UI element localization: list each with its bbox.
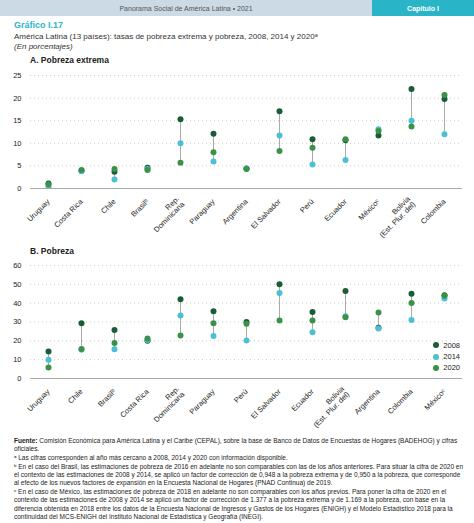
svg-text:25: 25: [13, 70, 21, 79]
html-text:América Latina (13 países): ta: América Latina (13 países): tasas de pob…: [14, 31, 318, 41]
html-text:Panorama Social de América Lat: Panorama Social de América Latina • 2021: [119, 4, 253, 12]
svg-text:10: 10: [13, 138, 21, 147]
svg-text:50: 50: [13, 279, 21, 288]
html-text:2020: 2020: [443, 363, 460, 373]
svg-text:Paraguay: Paraguay: [188, 196, 217, 225]
svg-text:0: 0: [17, 373, 21, 382]
html-text:B. Pobreza: B. Pobreza: [30, 245, 74, 256]
svg-text:Chile: Chile: [99, 197, 117, 215]
svg-text:Rep.Dominicana: Rep.Dominicana: [147, 193, 187, 233]
html-text:ᵃ Las cifras corresponden al a: ᵃ Las cifras corresponden al año más cer…: [14, 453, 288, 461]
svg-text:Rep.Dominicana: Rep.Dominicana: [147, 383, 187, 423]
svg-text:20: 20: [13, 93, 21, 102]
html-text:A. Pobreza extrema: A. Pobreza extrema: [30, 55, 109, 66]
svg-text:60: 60: [13, 260, 21, 269]
svg-text:El Salvador: El Salvador: [249, 386, 283, 420]
svg-text:Chile: Chile: [66, 387, 84, 405]
svg-text:Bolivia(Est. Plur. del): Bolivia(Est. Plur. del): [372, 193, 418, 239]
svg-text:Costa Rica: Costa Rica: [52, 196, 85, 229]
html-text:Capítulo I: Capítulo I: [407, 4, 439, 12]
svg-text:10: 10: [13, 355, 21, 364]
svg-text:Perú: Perú: [232, 387, 250, 405]
html-text:Gráfico I.17: Gráfico I.17: [14, 20, 63, 30]
svg-text:Méxicoᶜ: Méxicoᶜ: [357, 196, 382, 221]
svg-text:Bolivia(Est. Plur. del): Bolivia(Est. Plur. del): [306, 383, 352, 429]
svg-text:40: 40: [13, 298, 21, 307]
svg-text:Ecuador: Ecuador: [322, 196, 348, 222]
svg-text:Colombia: Colombia: [419, 196, 448, 225]
svg-text:0: 0: [17, 183, 21, 192]
svg-text:15: 15: [13, 116, 21, 125]
svg-text:20: 20: [13, 336, 21, 345]
html-text:Fuente: Comisión Económica par: Fuente: Comisión Económica para América …: [14, 436, 458, 452]
svg-text:Argentina: Argentina: [221, 196, 251, 226]
html-text:2014: 2014: [443, 352, 460, 362]
svg-text:5: 5: [17, 161, 21, 170]
svg-text:Brasilᵇ: Brasilᵇ: [129, 196, 151, 218]
svg-text:Colombia: Colombia: [386, 386, 415, 415]
svg-text:Brasilᵇ: Brasilᵇ: [96, 387, 118, 409]
svg-text:Ecuador: Ecuador: [289, 386, 315, 412]
svg-text:30: 30: [13, 317, 21, 326]
svg-text:Uruguay: Uruguay: [25, 386, 52, 413]
html-text:ᵇ En el caso del Brasil, las e: ᵇ En el caso del Brasil, las estimacione…: [14, 462, 464, 487]
svg-text:Perú: Perú: [298, 197, 316, 215]
svg-text:Costa Rica: Costa Rica: [118, 386, 151, 419]
svg-text:Uruguay: Uruguay: [25, 196, 52, 223]
html-text:ᶜ En el caso de México, las es: ᶜ En el caso de México, las estimaciones…: [14, 488, 453, 520]
svg-text:Méxicoᶜ: Méxicoᶜ: [423, 386, 448, 411]
svg-text:Argentina: Argentina: [353, 386, 383, 416]
html-text:(En porcentajes): (En porcentajes): [14, 42, 73, 52]
svg-text:El Salvador: El Salvador: [249, 196, 283, 230]
svg-text:Paraguay: Paraguay: [188, 386, 217, 415]
html-text:2008: 2008: [443, 340, 460, 350]
